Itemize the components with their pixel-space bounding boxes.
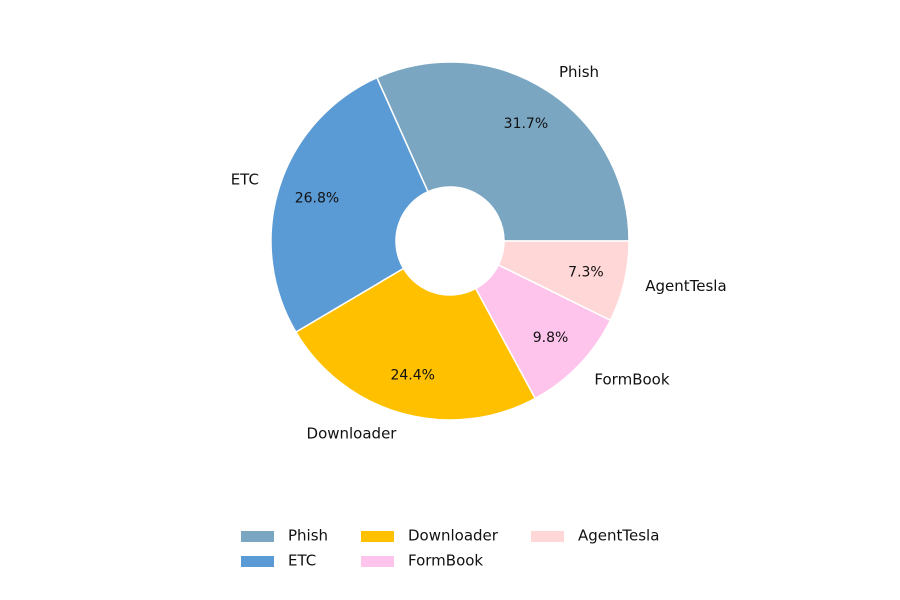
slice-label-downloader: Downloader: [307, 425, 398, 443]
legend-swatch-agenttesla: [531, 531, 564, 542]
slice-label-formbook: FormBook: [594, 371, 669, 389]
slice-agenttesla: [497, 240, 630, 322]
pct-label-formbook: 9.8%: [533, 330, 569, 346]
pie-slices: [270, 61, 630, 421]
legend-label-downloader: Downloader: [408, 527, 499, 545]
slice-downloader: [294, 267, 537, 421]
legend-swatch-etc: [241, 556, 274, 567]
legend-label-agenttesla: AgentTesla: [578, 527, 659, 545]
slice-etc: [270, 76, 429, 334]
pct-label-etc: 26.8%: [295, 191, 339, 207]
slice-phish: [375, 61, 630, 242]
pct-label-phish: 31.7%: [504, 116, 548, 132]
slice-label-agenttesla: AgentTesla: [645, 277, 726, 295]
legend-swatch-phish: [241, 531, 274, 542]
slice-label-etc: ETC: [231, 171, 259, 189]
legend-swatch-downloader: [361, 531, 394, 542]
legend-label-etc: ETC: [288, 552, 316, 570]
legend-label-formbook: FormBook: [408, 552, 483, 570]
legend: Phish ETC Downloader FormBook AgentTesla: [241, 527, 659, 570]
legend-label-phish: Phish: [288, 527, 328, 545]
legend-swatch-formbook: [361, 556, 394, 567]
slice-label-phish: Phish: [559, 63, 599, 81]
pct-label-downloader: 24.4%: [390, 368, 434, 384]
pie-labels: Phish 31.7% ETC 26.8% Downloader 24.4% FormBoo…: [231, 63, 727, 442]
pct-label-agenttesla: 7.3%: [568, 265, 604, 281]
